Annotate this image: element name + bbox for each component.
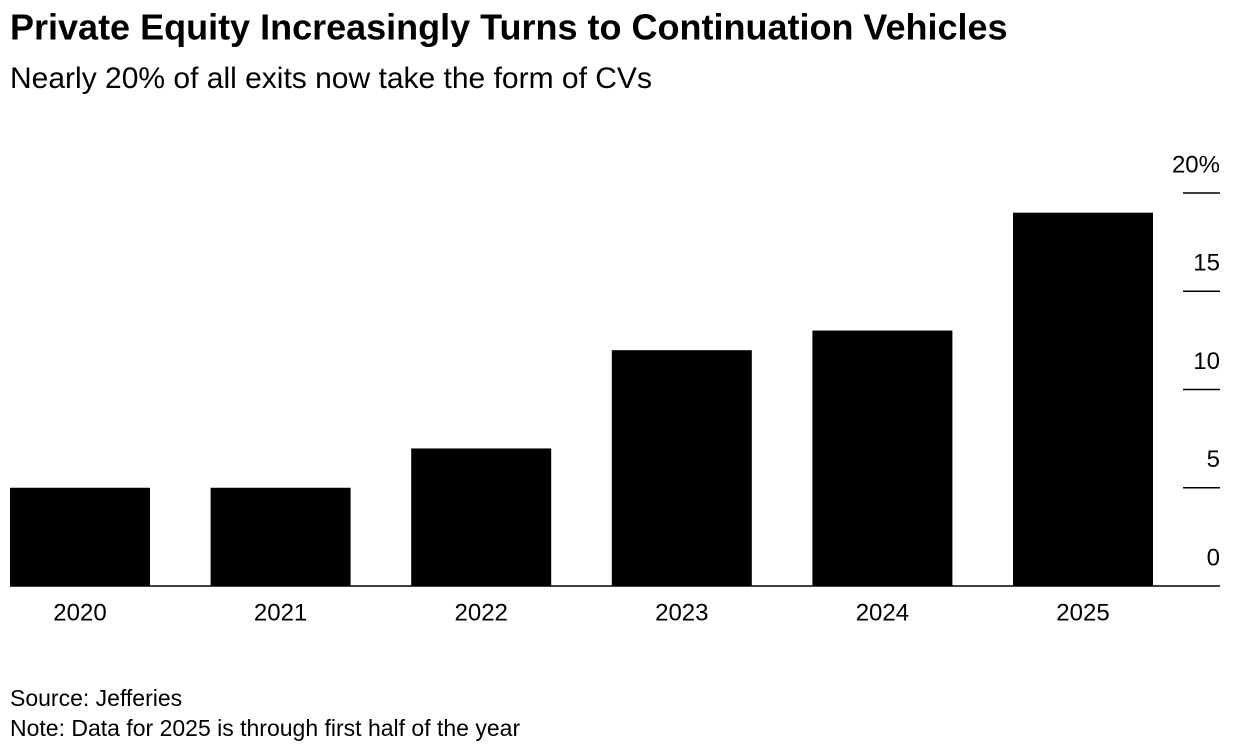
x-tick-label: 2023 <box>655 599 708 626</box>
chart-title: Private Equity Increasingly Turns to Con… <box>10 7 1008 48</box>
y-tick-label: 5 <box>1207 446 1220 473</box>
x-tick-label: 2020 <box>53 599 106 626</box>
y-tick-label: 0 <box>1207 544 1220 571</box>
bar <box>411 448 552 586</box>
source: Source: Jefferies <box>10 685 182 711</box>
bar <box>10 487 150 586</box>
chart-subtitle: Nearly 20% of all exits now take the for… <box>10 62 652 95</box>
x-tick-label: 2024 <box>856 599 909 626</box>
x-tick-label: 2025 <box>1056 599 1109 626</box>
bar <box>210 487 351 586</box>
bar <box>1013 212 1153 586</box>
y-tick-label: 15 <box>1193 250 1220 277</box>
x-tick-label: 2021 <box>254 599 307 626</box>
bar <box>812 330 953 586</box>
y-tick-label: 20% <box>1172 151 1220 178</box>
y-tick-label: 10 <box>1193 348 1220 375</box>
note: Note: Data for 2025 is through first hal… <box>10 715 520 741</box>
x-tick-label: 2022 <box>455 599 508 626</box>
bar <box>611 350 752 586</box>
